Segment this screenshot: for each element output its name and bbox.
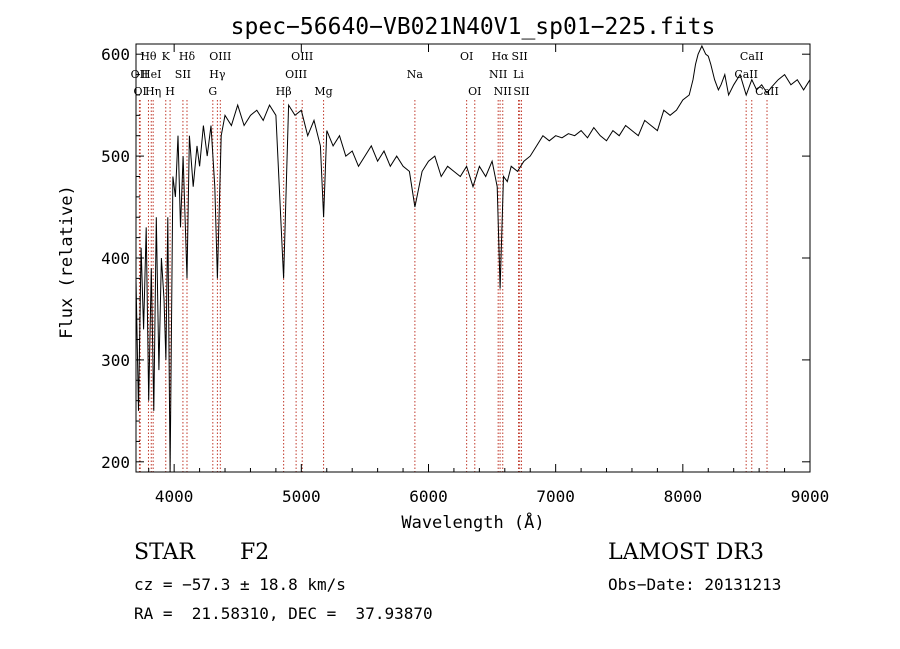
object-type: STAR xyxy=(134,540,195,565)
marker-label-7: H xyxy=(165,85,175,98)
x-axis: 4000 5000 6000 7000 8000 9000 xyxy=(148,44,830,506)
marker-label-10: Hγ xyxy=(209,68,226,81)
marker-label-22: Li xyxy=(513,68,524,81)
marker-label-19: Hα xyxy=(492,50,510,63)
marker-label-16: Na xyxy=(407,68,424,81)
marker-label-6: SII xyxy=(175,68,191,81)
x-axis-label: Wavelength (Å) xyxy=(401,511,544,533)
marker-label-3: HeI xyxy=(141,68,161,81)
x-tick-label-1: 5000 xyxy=(282,487,321,506)
x-tick-label-2: 6000 xyxy=(409,487,448,506)
marker-label-24: SII xyxy=(513,85,529,98)
y-tick-label-4: 600 xyxy=(101,45,130,64)
marker-label-4: Hη xyxy=(145,85,161,98)
x-tick-label-0: 4000 xyxy=(155,487,194,506)
chart-title: spec−56640−VB021N40V1_sp01−225.fits xyxy=(231,14,716,40)
flux-series-line xyxy=(135,44,811,473)
marker-label-26: CaII xyxy=(734,68,758,81)
x-tick-label-5: 9000 xyxy=(791,487,830,506)
marker-label-20: SII xyxy=(512,50,528,63)
object-subclass: F2 xyxy=(240,540,270,565)
survey-name: LAMOST DR3 xyxy=(608,540,764,565)
marker-label-17: OI xyxy=(460,50,473,63)
obs-date: Obs−Date: 20131213 xyxy=(608,575,782,594)
marker-label-23: NII xyxy=(494,85,512,98)
marker-label-12: OIII xyxy=(291,50,313,63)
marker-label-18: OI xyxy=(468,85,481,98)
y-tick-label-0: 200 xyxy=(101,453,130,472)
marker-label-0: Hθ xyxy=(140,50,157,63)
marker-label-8: Hδ xyxy=(179,50,196,63)
marker-label-14: Hβ xyxy=(276,85,292,98)
y-tick-label-3: 500 xyxy=(101,147,130,166)
x-tick-label-4: 8000 xyxy=(664,487,703,506)
marker-label-25: CaII xyxy=(740,50,764,63)
ra-dec-coords: RA = 21.58310, DEC = 37.93870 xyxy=(134,604,433,623)
marker-label-9: OIII xyxy=(209,50,231,63)
marker-label-15: Mg xyxy=(314,85,332,98)
y-tick-label-1: 300 xyxy=(101,351,130,370)
marker-label-11: G xyxy=(208,85,217,98)
marker-label-13: OIII xyxy=(285,68,307,81)
x-tick-label-3: 7000 xyxy=(536,487,575,506)
marker-label-5: K xyxy=(162,50,171,63)
y-axis: 200 300 400 500 600 xyxy=(101,45,810,472)
marker-label-27: CaII xyxy=(755,85,779,98)
redshift-cz: cz = −57.3 ± 18.8 km/s xyxy=(134,575,346,594)
y-axis-label: Flux (relative) xyxy=(57,185,77,339)
marker-label-21: NII xyxy=(489,68,507,81)
y-tick-label-2: 400 xyxy=(101,249,130,268)
